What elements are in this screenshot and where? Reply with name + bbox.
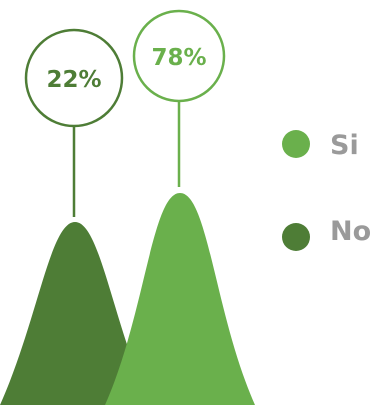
bubble-no: [24, 28, 124, 128]
peak-si: [105, 193, 255, 405]
legend-swatch-no: [282, 223, 310, 251]
peak-no: [0, 222, 150, 405]
legend-label-si: Si: [330, 130, 359, 161]
bubble-si: [132, 9, 226, 103]
pct-label-si: 78%: [151, 45, 206, 71]
legend-label-no: No: [330, 216, 371, 247]
legend-swatch-si: [282, 130, 310, 158]
pct-label-no: 22%: [46, 67, 101, 93]
